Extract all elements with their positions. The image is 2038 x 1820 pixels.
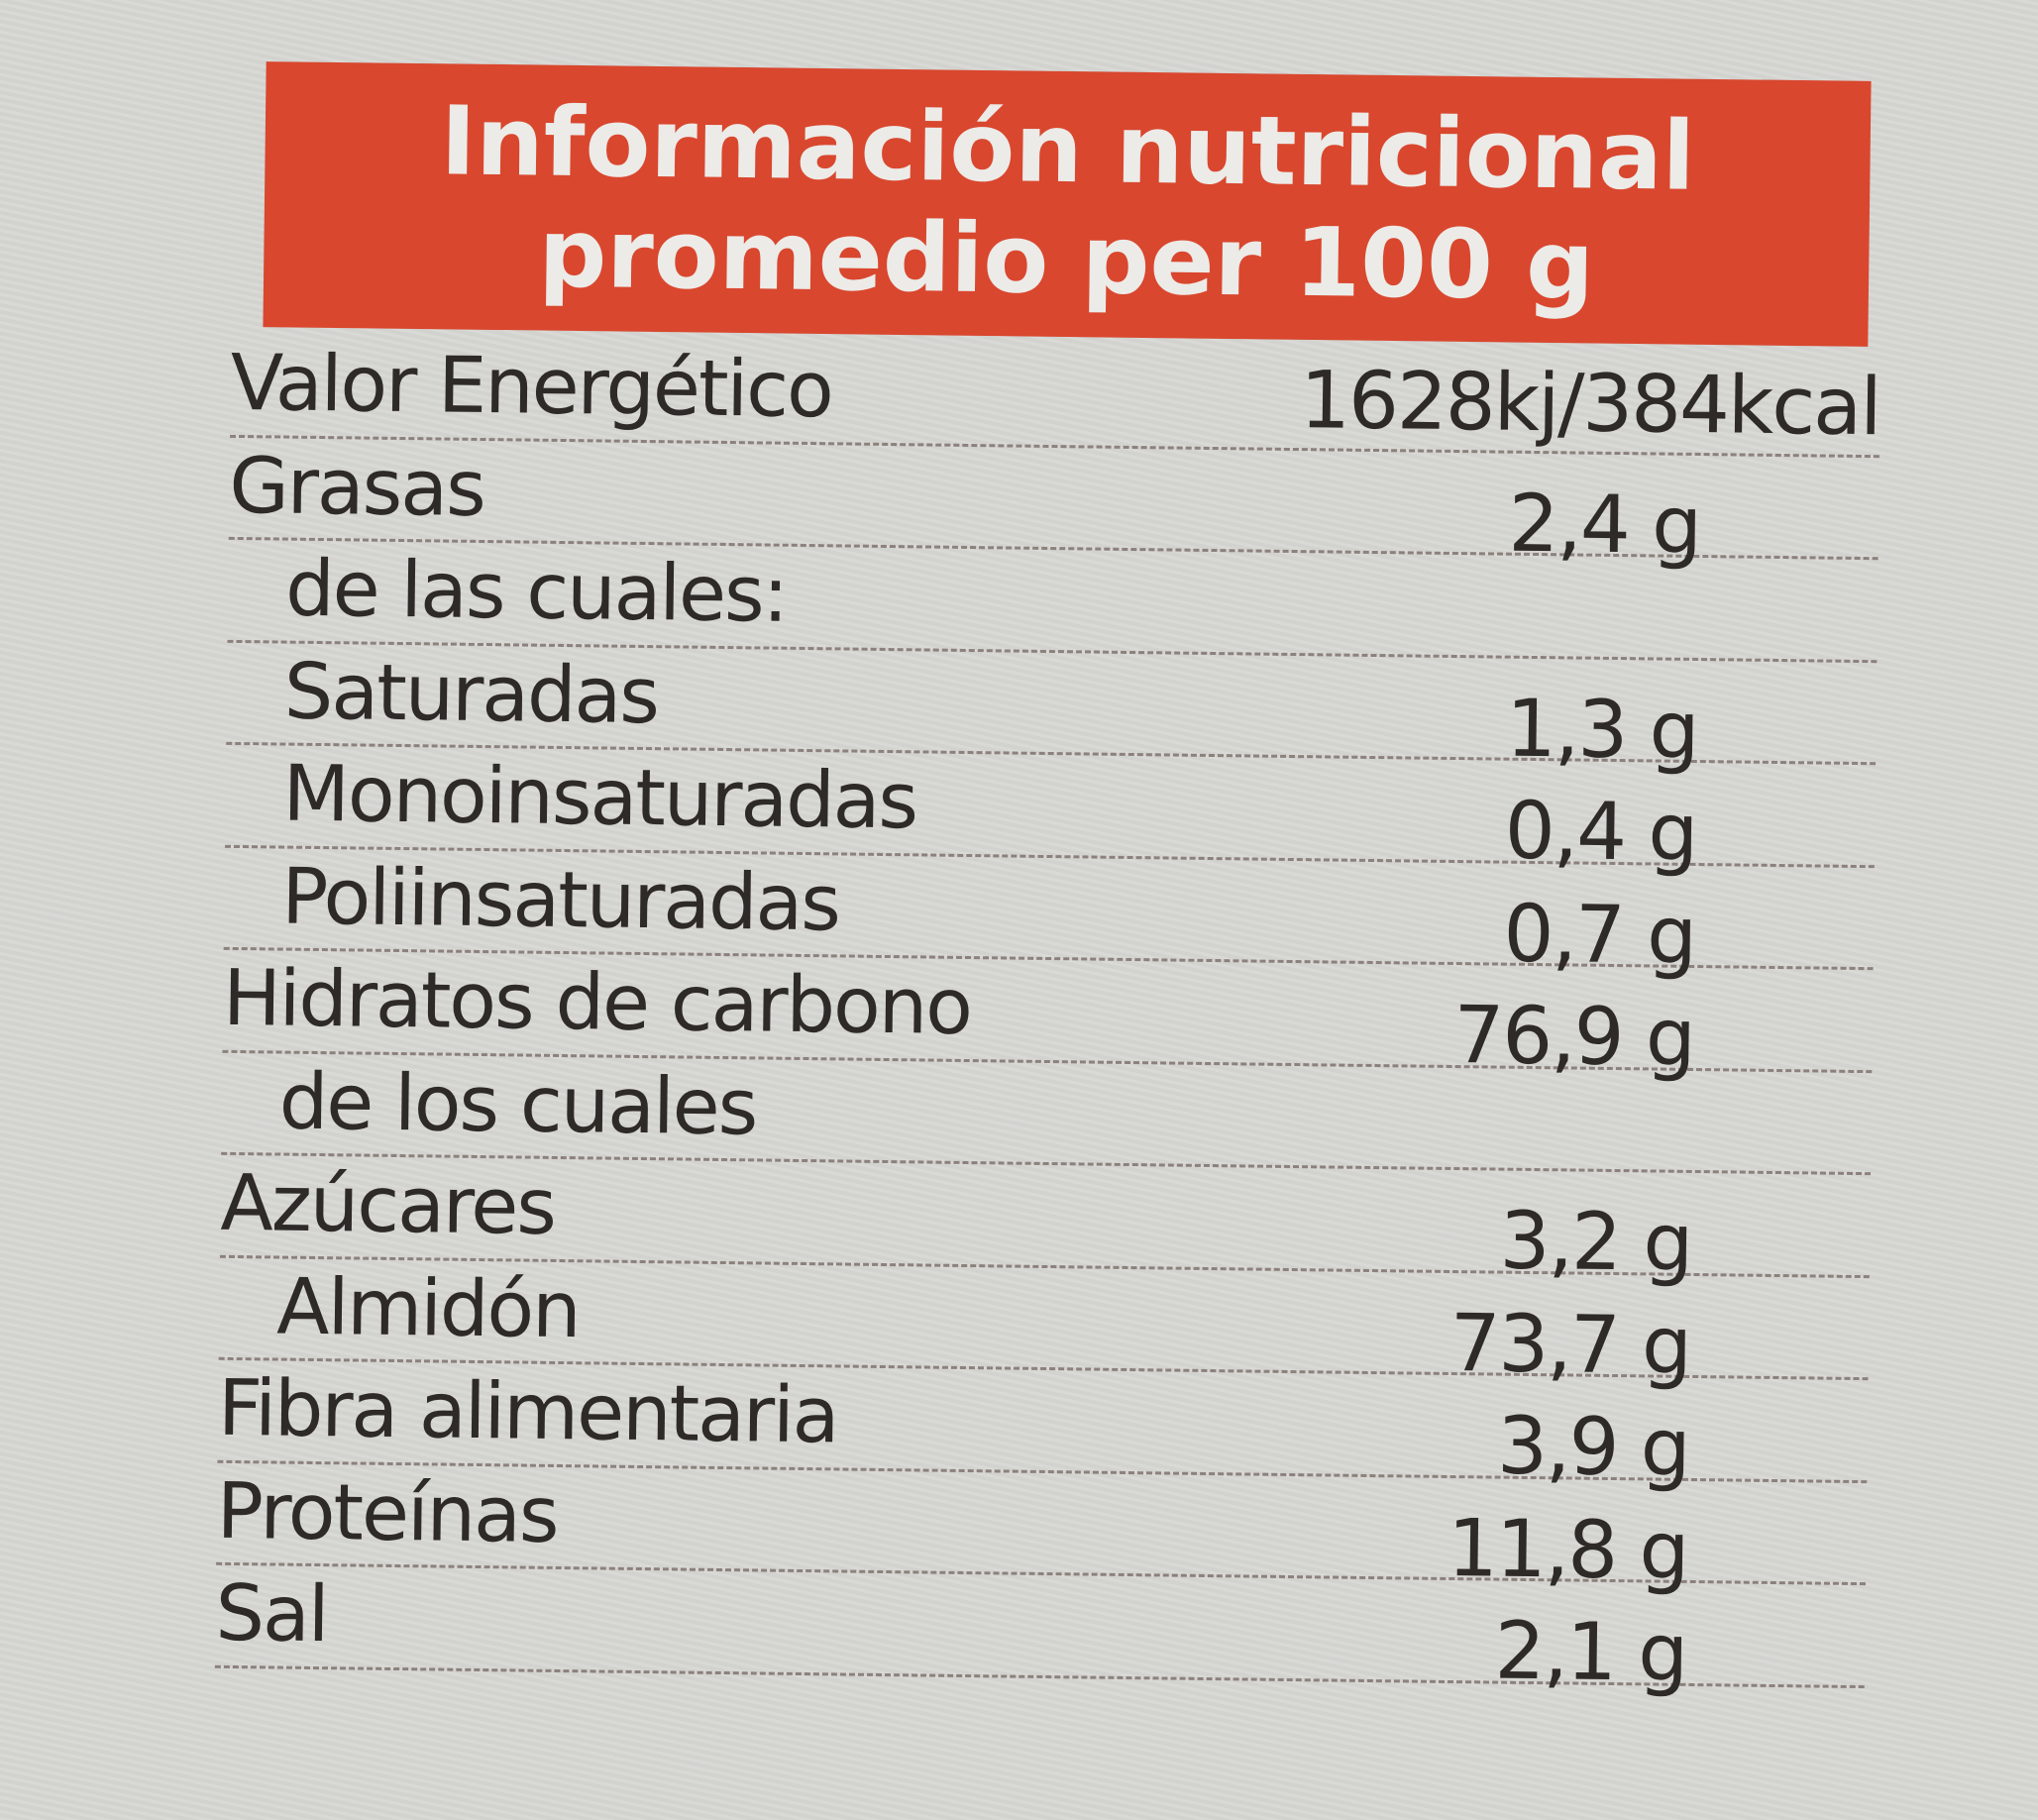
table-row: de las cuales: xyxy=(227,539,1878,663)
table-row: de los cuales xyxy=(221,1052,1873,1176)
row-label: Monoinsaturadas xyxy=(282,749,917,847)
row-label: Fibra alimentaria xyxy=(217,1363,839,1461)
row-label: Valor Energético xyxy=(230,338,833,436)
row-label: Saturadas xyxy=(283,647,659,741)
table-row: Azúcares 3,2 g xyxy=(219,1154,1872,1289)
header-title-line1: Información nutricional xyxy=(440,85,1696,212)
table-row: Monoinsaturadas 0,4 g xyxy=(224,744,1877,879)
row-value: 1628kj/384kcal xyxy=(1299,354,1881,454)
table-row: Grasas 2,4 g xyxy=(228,437,1879,572)
row-label: Grasas xyxy=(228,441,485,534)
table-row: Almidón 73,7 g xyxy=(218,1257,1870,1391)
table-row: Poliinsaturadas 0,7 g xyxy=(223,847,1875,981)
nutrition-header: Información nutricional promedio per 100… xyxy=(263,61,1872,347)
table-row: Sal 2,1 g xyxy=(214,1564,1866,1699)
table-row: Valor Energético 1628kj/384kcal xyxy=(230,334,1881,458)
row-label: de los cuales xyxy=(278,1057,757,1152)
table-row: Hidratos de carbono 76,9 g xyxy=(222,949,1874,1084)
row-label: Poliinsaturadas xyxy=(280,852,840,948)
row-label: Proteínas xyxy=(216,1466,559,1560)
table-row: Proteínas 11,8 g xyxy=(216,1462,1868,1596)
table-row: Fibra alimentaria 3,9 g xyxy=(217,1359,1869,1494)
nutrition-table: Valor Energético 1628kj/384kcal Grasas 2,4… xyxy=(214,334,1881,1699)
row-label: Hidratos de carbono xyxy=(222,953,972,1053)
table-row: Saturadas 1,3 g xyxy=(226,642,1877,776)
row-label: Almidón xyxy=(275,1262,581,1355)
row-label: de las cuales: xyxy=(284,544,788,640)
header-title-line2: promedio per 100 g xyxy=(538,197,1595,322)
row-label: Sal xyxy=(214,1568,329,1660)
row-value: 2,1 g xyxy=(1494,1604,1687,1699)
row-label: Azúcares xyxy=(220,1158,556,1252)
